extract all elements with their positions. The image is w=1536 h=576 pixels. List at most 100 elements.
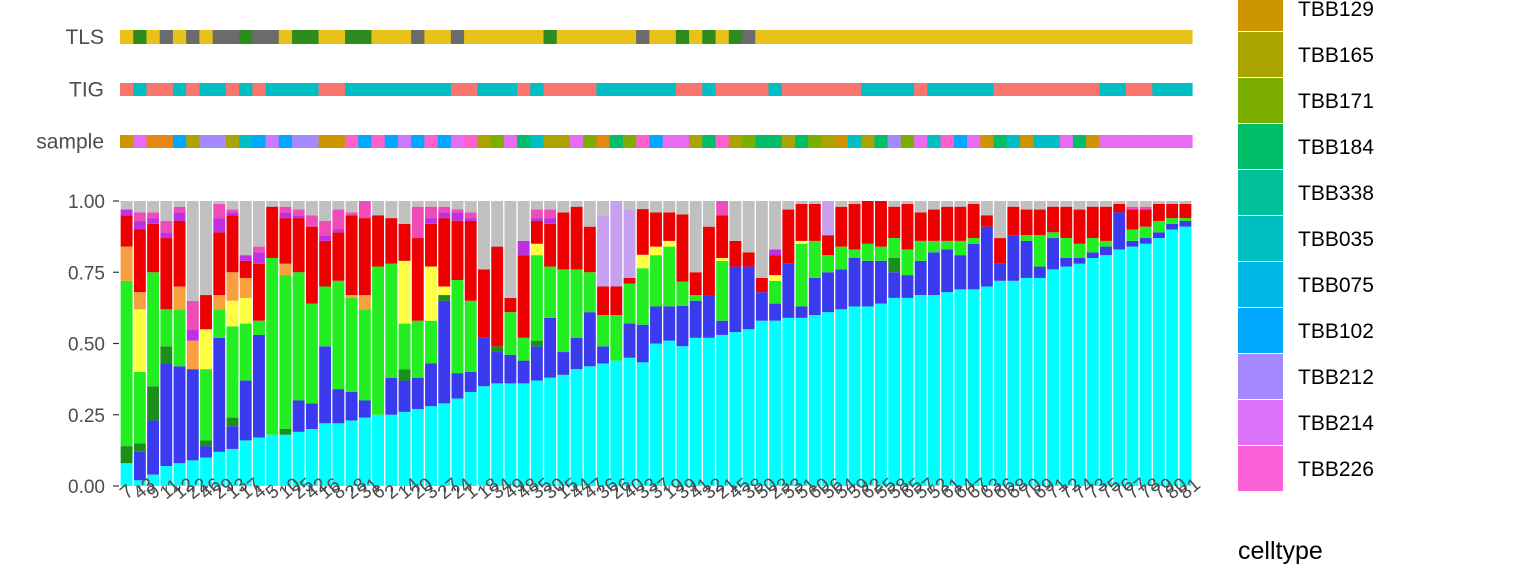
bar-segment-pink (530, 209, 543, 219)
track-cell-sample (794, 135, 809, 148)
bar-segment-grey (1086, 201, 1099, 207)
track-cell-tls (940, 30, 955, 44)
legend-label: TBB171 (1298, 90, 1374, 113)
x-axis: 7439111222462913174510254216828316214203… (116, 474, 1204, 504)
bar-segment-orange (226, 272, 239, 301)
bar-segment-blue (980, 226, 993, 287)
track-cell-tls (874, 30, 889, 44)
bar-segment-red (835, 206, 848, 247)
bar-segment-cyan (994, 280, 1007, 486)
bar-segment-cyan (319, 423, 332, 486)
bar-segment-blue (1166, 223, 1179, 230)
legend-label: TBB184 (1298, 136, 1374, 159)
bar-segment-red (875, 201, 887, 247)
track-cell-tig (543, 83, 558, 96)
track-cell-tig (133, 83, 148, 96)
track-label-sample: sample (36, 131, 104, 154)
track-cell-sample (1019, 135, 1034, 148)
bar-segment-green (941, 240, 954, 250)
bar-segment-red (597, 286, 610, 315)
bar-segment-cyan (253, 437, 265, 486)
bar-segment-red (795, 203, 808, 241)
track-cell-tls (662, 30, 677, 44)
bar-segment-blue (954, 255, 967, 290)
track-cell-tls (980, 30, 995, 44)
bar-segment-red (491, 246, 504, 347)
bar-segment-grey (1152, 201, 1165, 204)
bar-segment-blue (835, 269, 848, 310)
bar-segment-green (861, 243, 874, 261)
bar-segment-cyan (438, 403, 451, 486)
bar-segment-red (848, 203, 861, 250)
bar-segment-red (372, 215, 385, 267)
track-cell-tls (252, 30, 267, 44)
bar-segment-red (702, 226, 715, 296)
track-cell-tls (675, 30, 690, 44)
bar-segment-blue (769, 303, 782, 321)
track-cell-tig (596, 83, 611, 96)
track-cell-sample (477, 135, 492, 148)
bar-segment-green (266, 258, 279, 435)
bar-segment-cyan (755, 320, 768, 486)
track-cell-tig (225, 83, 240, 96)
bar-segment-cyan (1033, 277, 1046, 486)
track-cell-sample (1112, 135, 1127, 148)
legend-key (1238, 262, 1283, 307)
track-cell-tig (794, 83, 809, 96)
track-cell-tls (1099, 30, 1114, 44)
bar-segment-cyan (1073, 263, 1086, 486)
track-cell-sample (622, 135, 637, 148)
bar-segment-yellow (239, 297, 252, 324)
track-cell-tig (331, 83, 346, 96)
track-cell-sample (517, 135, 531, 148)
bar-segment-grey (266, 201, 279, 207)
bar-segment-blue (1086, 252, 1099, 258)
track-cell-tig (675, 83, 690, 96)
bar-segment-cyan (372, 414, 385, 486)
track-cell-tig (530, 83, 545, 96)
track-cell-tls (371, 30, 386, 44)
track-cell-sample (900, 135, 915, 148)
bar-segment-grey (292, 201, 305, 210)
bar-segment-blue (1007, 235, 1020, 281)
track-cell-tig (569, 83, 584, 96)
track-cell-sample (331, 135, 346, 148)
bar-segment-lavender (822, 201, 834, 236)
track-cell-tig (1086, 83, 1100, 96)
bar-segment-blue (702, 295, 715, 338)
bar-segment-green (345, 297, 358, 392)
bar-segment-red (292, 218, 305, 273)
track-cell-sample (556, 135, 571, 148)
track-cell-tig (199, 83, 214, 96)
bar-segment-grey (941, 201, 954, 207)
bar-segment-red (822, 235, 834, 256)
track-cell-tig (517, 83, 531, 96)
track-cell-sample (199, 135, 214, 148)
bar-segment-grey (1179, 201, 1192, 204)
bar-segment-grey (1047, 201, 1059, 207)
bar-segment-blue (1047, 238, 1059, 270)
track-cell-sample (953, 135, 968, 148)
bar-segment-red (253, 263, 265, 321)
track-cell-tig (384, 83, 399, 96)
bar-segment-green (464, 300, 477, 372)
bar-segment-red (716, 215, 729, 258)
track-cell-tig (556, 83, 571, 96)
track-cell-sample (1099, 135, 1114, 148)
bar-segment-cyan (782, 317, 795, 486)
bar-segment-red (1113, 203, 1126, 213)
bar-segment-blue (1179, 220, 1192, 227)
track-cell-tls (265, 30, 280, 44)
bar-segment-cyan (160, 466, 173, 486)
bar-segment-orange (279, 263, 292, 276)
bar-segment-green (1152, 220, 1165, 233)
bar-segment-blue (570, 337, 583, 370)
bar-segment-grey (438, 201, 451, 207)
bar-segment-yellow (200, 329, 212, 370)
bar-segment-pink (425, 206, 437, 219)
track-cell-sample (821, 135, 836, 148)
bar-segment-grey (517, 201, 530, 241)
track-cell-tig (477, 83, 492, 96)
bar-segment-green (451, 280, 464, 374)
